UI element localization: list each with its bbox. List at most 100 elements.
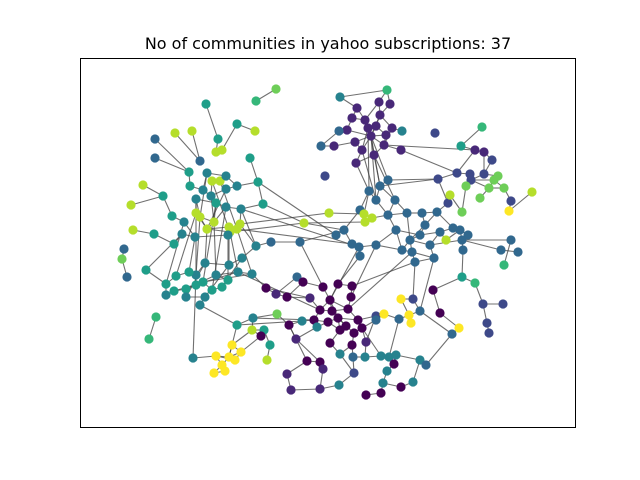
graph-node <box>430 128 440 138</box>
graph-node <box>385 99 395 109</box>
graph-node <box>284 320 294 330</box>
graph-node <box>282 369 292 379</box>
graph-node <box>286 385 296 395</box>
graph-node <box>354 242 364 252</box>
graph-node <box>371 315 381 325</box>
graph-node <box>213 134 223 144</box>
graph-node <box>248 313 258 323</box>
graph-edge <box>154 138 190 173</box>
graph-node <box>187 126 197 136</box>
graph-node <box>188 353 198 363</box>
graph-node <box>371 121 381 131</box>
graph-node <box>253 177 263 187</box>
graph-edge <box>419 257 435 312</box>
graph-node <box>325 295 335 305</box>
graph-edge <box>370 135 389 181</box>
graph-edge <box>355 162 370 192</box>
graph-node <box>359 209 369 219</box>
graph-node <box>191 194 201 204</box>
graph-node <box>232 119 242 129</box>
graph-node <box>221 202 231 212</box>
graph-node <box>425 240 435 250</box>
graph-node <box>161 279 171 289</box>
graph-node <box>351 158 361 168</box>
graph-node <box>318 364 328 374</box>
graph-edge <box>456 149 476 174</box>
graph-edge <box>199 304 238 326</box>
graph-edge <box>419 310 453 335</box>
graph-node <box>357 145 367 155</box>
graph-node <box>250 126 260 136</box>
graph-node <box>161 290 171 300</box>
graph-node <box>487 155 497 165</box>
graph-edge <box>195 216 201 276</box>
graph-node <box>349 328 359 338</box>
graph-node <box>237 253 247 263</box>
graph-node <box>357 323 367 333</box>
graph-node <box>233 267 243 277</box>
graph-edge <box>204 228 208 264</box>
graph-node <box>309 315 319 325</box>
graph-node <box>236 347 246 357</box>
graph-node <box>211 198 221 208</box>
graph-node <box>371 240 381 250</box>
graph-node <box>335 325 345 335</box>
graph-node <box>169 286 179 296</box>
graph-edge <box>329 246 360 301</box>
graph-node <box>350 137 360 147</box>
graph-node <box>335 92 345 102</box>
graph-node <box>353 315 363 325</box>
graph-node <box>342 125 352 135</box>
graph-node <box>271 84 281 94</box>
graph-node <box>327 306 337 316</box>
graph-node <box>325 338 335 348</box>
graph-node <box>334 380 344 390</box>
graph-edge <box>154 157 190 173</box>
graph-node <box>378 378 388 388</box>
graph-node <box>200 258 210 268</box>
graph-node <box>258 199 268 209</box>
graph-node <box>202 168 212 178</box>
graph-edge <box>236 228 253 275</box>
graph-node <box>334 126 344 136</box>
graph-node <box>417 208 427 218</box>
graph-node <box>375 110 385 120</box>
graph-node <box>375 181 385 191</box>
graph-node <box>396 294 406 304</box>
graph-node <box>346 292 356 302</box>
graph-node <box>282 292 292 302</box>
graph-node <box>122 272 132 282</box>
graph-node <box>230 355 240 365</box>
graph-node <box>482 318 492 328</box>
graph-node <box>158 191 168 201</box>
graph-node <box>347 239 357 249</box>
graph-node <box>195 300 205 310</box>
graph-edge <box>257 181 337 236</box>
graph-node <box>149 229 159 239</box>
graph-node <box>262 355 272 365</box>
graph-node <box>379 309 389 319</box>
graph-node <box>265 340 275 350</box>
graph-node <box>499 260 509 270</box>
graph-edge <box>295 338 321 363</box>
graph-node <box>181 284 191 294</box>
graph-node <box>452 168 462 178</box>
graph-node <box>397 245 407 255</box>
graph-node <box>170 128 180 138</box>
graph-node <box>361 337 371 347</box>
graph-node <box>291 334 301 344</box>
graph-node <box>315 384 325 394</box>
graph-node <box>347 340 357 350</box>
graph-node <box>455 225 465 235</box>
graph-node <box>251 241 261 251</box>
graph-node <box>461 181 471 191</box>
graph-node <box>247 325 257 335</box>
graph-node <box>499 183 509 193</box>
graph-node <box>150 134 160 144</box>
graph-node <box>179 217 189 227</box>
graph-node <box>315 305 325 315</box>
graph-node <box>181 292 191 302</box>
graph-node <box>144 334 154 344</box>
graph-node <box>364 186 374 196</box>
graph-edge <box>191 130 201 162</box>
